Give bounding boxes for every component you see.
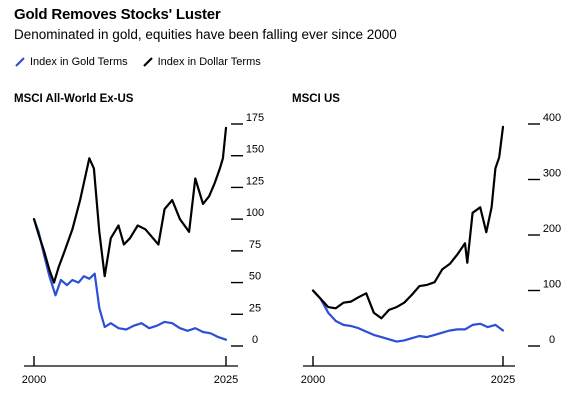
panel-msci-us: 0 100 200 300 400 2000 2025 [301,112,561,386]
y-tick-label-175: 175 [246,112,264,124]
legend: Index in Gold Terms Index in Dollar Term… [14,56,275,68]
y-tick-label-0: 0 [252,334,258,346]
chart-title: Gold Removes Stocks' Luster [14,6,221,23]
y-tick-label-50: 50 [249,271,261,283]
y-tick-label-25: 25 [249,302,261,314]
y-tick-label-150: 150 [246,144,264,156]
y-tick-label-75: 75 [249,239,261,251]
legend-label-gold: Index in Gold Terms [30,56,128,68]
y-tick-label-200: 200 [543,223,561,235]
x-tick-label-2025: 2025 [214,374,238,386]
panel-title-msci-us: MSCI US [292,93,340,105]
y-tick-label-300: 300 [543,168,561,180]
series-line-dollar-terms [32,126,228,284]
series-line-gold-terms [32,218,228,341]
series-line-dollar-terms [311,125,505,320]
legend-item-dollar: Index in Dollar Terms [142,56,261,68]
y-tick-label-400: 400 [543,112,561,124]
series-line-gold-terms [311,289,505,343]
y-tick-label-100: 100 [543,279,561,291]
y-tick-label-100: 100 [246,207,264,219]
x-tick-label-2000: 2000 [301,374,325,386]
y-tick-label-125: 125 [246,175,264,187]
panel-msci-world-ex-us: 0 25 50 75 100 125 150 175 2000 2025 [22,112,264,386]
chart-subtitle: Denominated in gold, equities have been … [14,27,397,42]
legend-swatch-gold-icon [15,57,25,67]
panel-title-msci-world-ex-us: MSCI All-World Ex-US [14,93,134,105]
legend-item-gold: Index in Gold Terms [14,56,128,68]
x-tick-label-2025: 2025 [491,374,515,386]
x-tick-label-2000: 2000 [22,374,46,386]
y-tick-label-0: 0 [549,334,555,346]
legend-label-dollar: Index in Dollar Terms [157,56,261,68]
legend-swatch-dollar-icon [142,57,153,67]
